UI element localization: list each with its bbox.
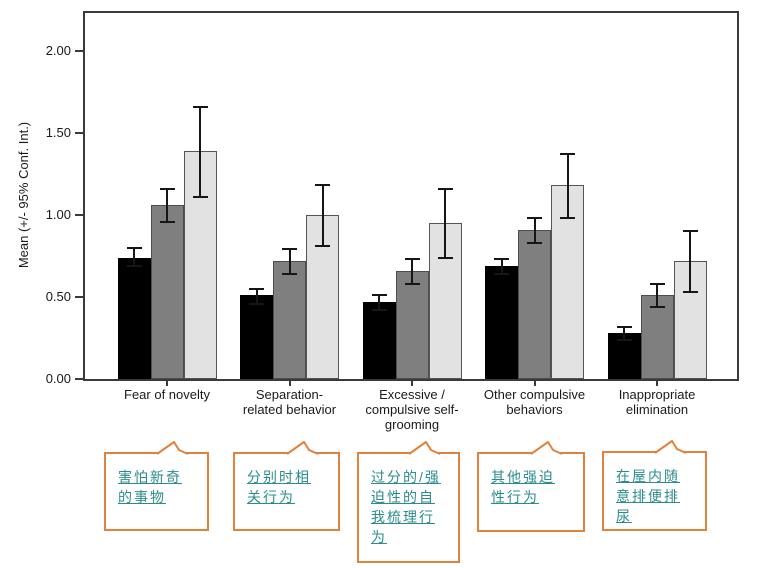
callout-other-compulsive: 其他强迫 性行为 [477,441,585,532]
error-bar-cap-top [527,217,542,220]
y-axis-title: Mean (+/- 95% Conf. Int.) [16,121,31,269]
error-bar-cap-top [192,105,208,108]
x-axis-category-label: Excessive / compulsive self- grooming [365,387,459,432]
callout-text: 在屋内随 意排便排 尿 [616,468,680,524]
error-bar-cap-bottom [192,195,208,198]
callout-text: 分别时相 关行为 [247,469,311,505]
error-bar-cap-top [159,187,175,190]
x-axis-tick [656,381,658,386]
y-axis-tick [75,132,83,134]
callout-separation-related: 分别时相 关行为 [233,441,340,531]
error-bar-cap-top [315,184,330,187]
bar-black [607,333,641,379]
callout-text: 其他强迫 性行为 [491,469,555,505]
y-axis-tick-label: 0.50 [45,289,71,304]
error-bar-cap-bottom [616,338,632,341]
plot-area: 0.00 0.50 1.00 1.50 2.00 Fear of novelty Separ… [46,11,739,432]
error-bar-cap-top [282,248,297,251]
error-bar [623,326,625,340]
callout-pointer-icon [408,441,440,458]
error-bar-cap-bottom [527,241,542,244]
bar-chart: Mean (+/- 95% Conf. Int.) 0.00 0.50 1.00 1.… [16,11,739,432]
error-bar-cap-top [437,187,453,190]
callout-pointer-icon [156,441,188,458]
error-bar-cap-bottom [404,282,420,285]
x-axis-tick [288,381,291,386]
error-bar-cap-top [560,153,575,156]
x-axis-category-label: Separation- related behavior [242,387,337,417]
y-axis-tick-label: 1.00 [45,207,71,222]
error-bar-cap-bottom [371,309,387,312]
error-bar [533,218,536,243]
error-bar-cap-bottom [682,291,698,294]
error-bar [411,259,413,284]
plot-inner: 0.00 0.50 1.00 1.50 2.00 Fear of novelty Separ… [46,13,737,432]
x-axis-category-label: Inappropriate elimination [618,387,696,417]
error-bar [133,247,135,266]
callout-text: 过分的/强 迫性的自 我梳理行 为 [371,469,441,545]
error-bar-cap-bottom [159,220,175,223]
bar-dark-gray [273,260,306,379]
bar-black [240,295,273,379]
x-axis-category-label: Fear of novelty [124,387,210,402]
error-bar-cap-top [249,287,264,290]
error-bar-cap-top [616,325,632,328]
callout-pointer-icon [531,441,563,458]
bar-dark-gray [518,229,551,379]
y-axis-tick-label: 1.50 [45,125,71,140]
error-bar-cap-top [649,282,665,285]
callout-pointer-icon [654,440,686,457]
error-bar [689,231,691,293]
bar-light-gray [551,185,584,379]
y-axis-tick [75,296,83,298]
error-bar-cap-bottom [437,256,453,259]
error-bar-cap-bottom [494,273,509,276]
error-bar-cap-bottom [249,302,264,305]
error-bar-cap-bottom [126,264,142,267]
bar-black [117,257,151,379]
error-bar [566,154,569,219]
callout-self-grooming: 过分的/强 迫性的自 我梳理行 为 [357,441,460,563]
callout-pointer-icon [286,441,318,458]
error-bar-cap-top [371,294,387,297]
y-axis-tick-label: 0.00 [45,371,71,386]
x-axis-category-label: Other compulsive behaviors [483,387,586,417]
bar-dark-gray [640,295,674,379]
error-bar [166,188,168,222]
error-bar [444,188,446,258]
error-bar-cap-top [682,230,698,233]
error-bar [378,295,380,311]
error-bar-cap-top [404,258,420,261]
error-bar [255,288,258,304]
x-axis-tick [411,381,413,386]
bar-black [485,265,518,379]
y-axis-tick-label: 2.00 [45,43,71,58]
error-bar-cap-top [494,258,509,261]
callout-text: 害怕新奇 的事物 [118,469,182,505]
y-axis-tick [75,214,83,216]
error-bar [199,106,201,197]
callout-inappropriate-elimination: 在屋内随 意排便排 尿 [602,440,707,531]
callout-fear-of-novelty: 害怕新奇 的事物 [104,441,209,531]
bar-black [362,301,396,379]
bar-dark-gray [395,270,429,379]
error-bar [288,249,291,275]
x-axis-tick [166,381,168,386]
y-axis-tick [75,378,83,380]
x-axis-tick [533,381,536,386]
error-bar [321,185,324,247]
error-bar-cap-bottom [282,273,297,276]
error-bar-cap-bottom [560,217,575,220]
error-bar-cap-top [126,246,142,249]
bar-dark-gray [150,205,184,379]
error-bar-cap-bottom [315,245,330,248]
error-bar [500,259,503,275]
error-bar [656,283,658,307]
y-axis-tick [75,50,83,52]
error-bar-cap-bottom [649,305,665,308]
